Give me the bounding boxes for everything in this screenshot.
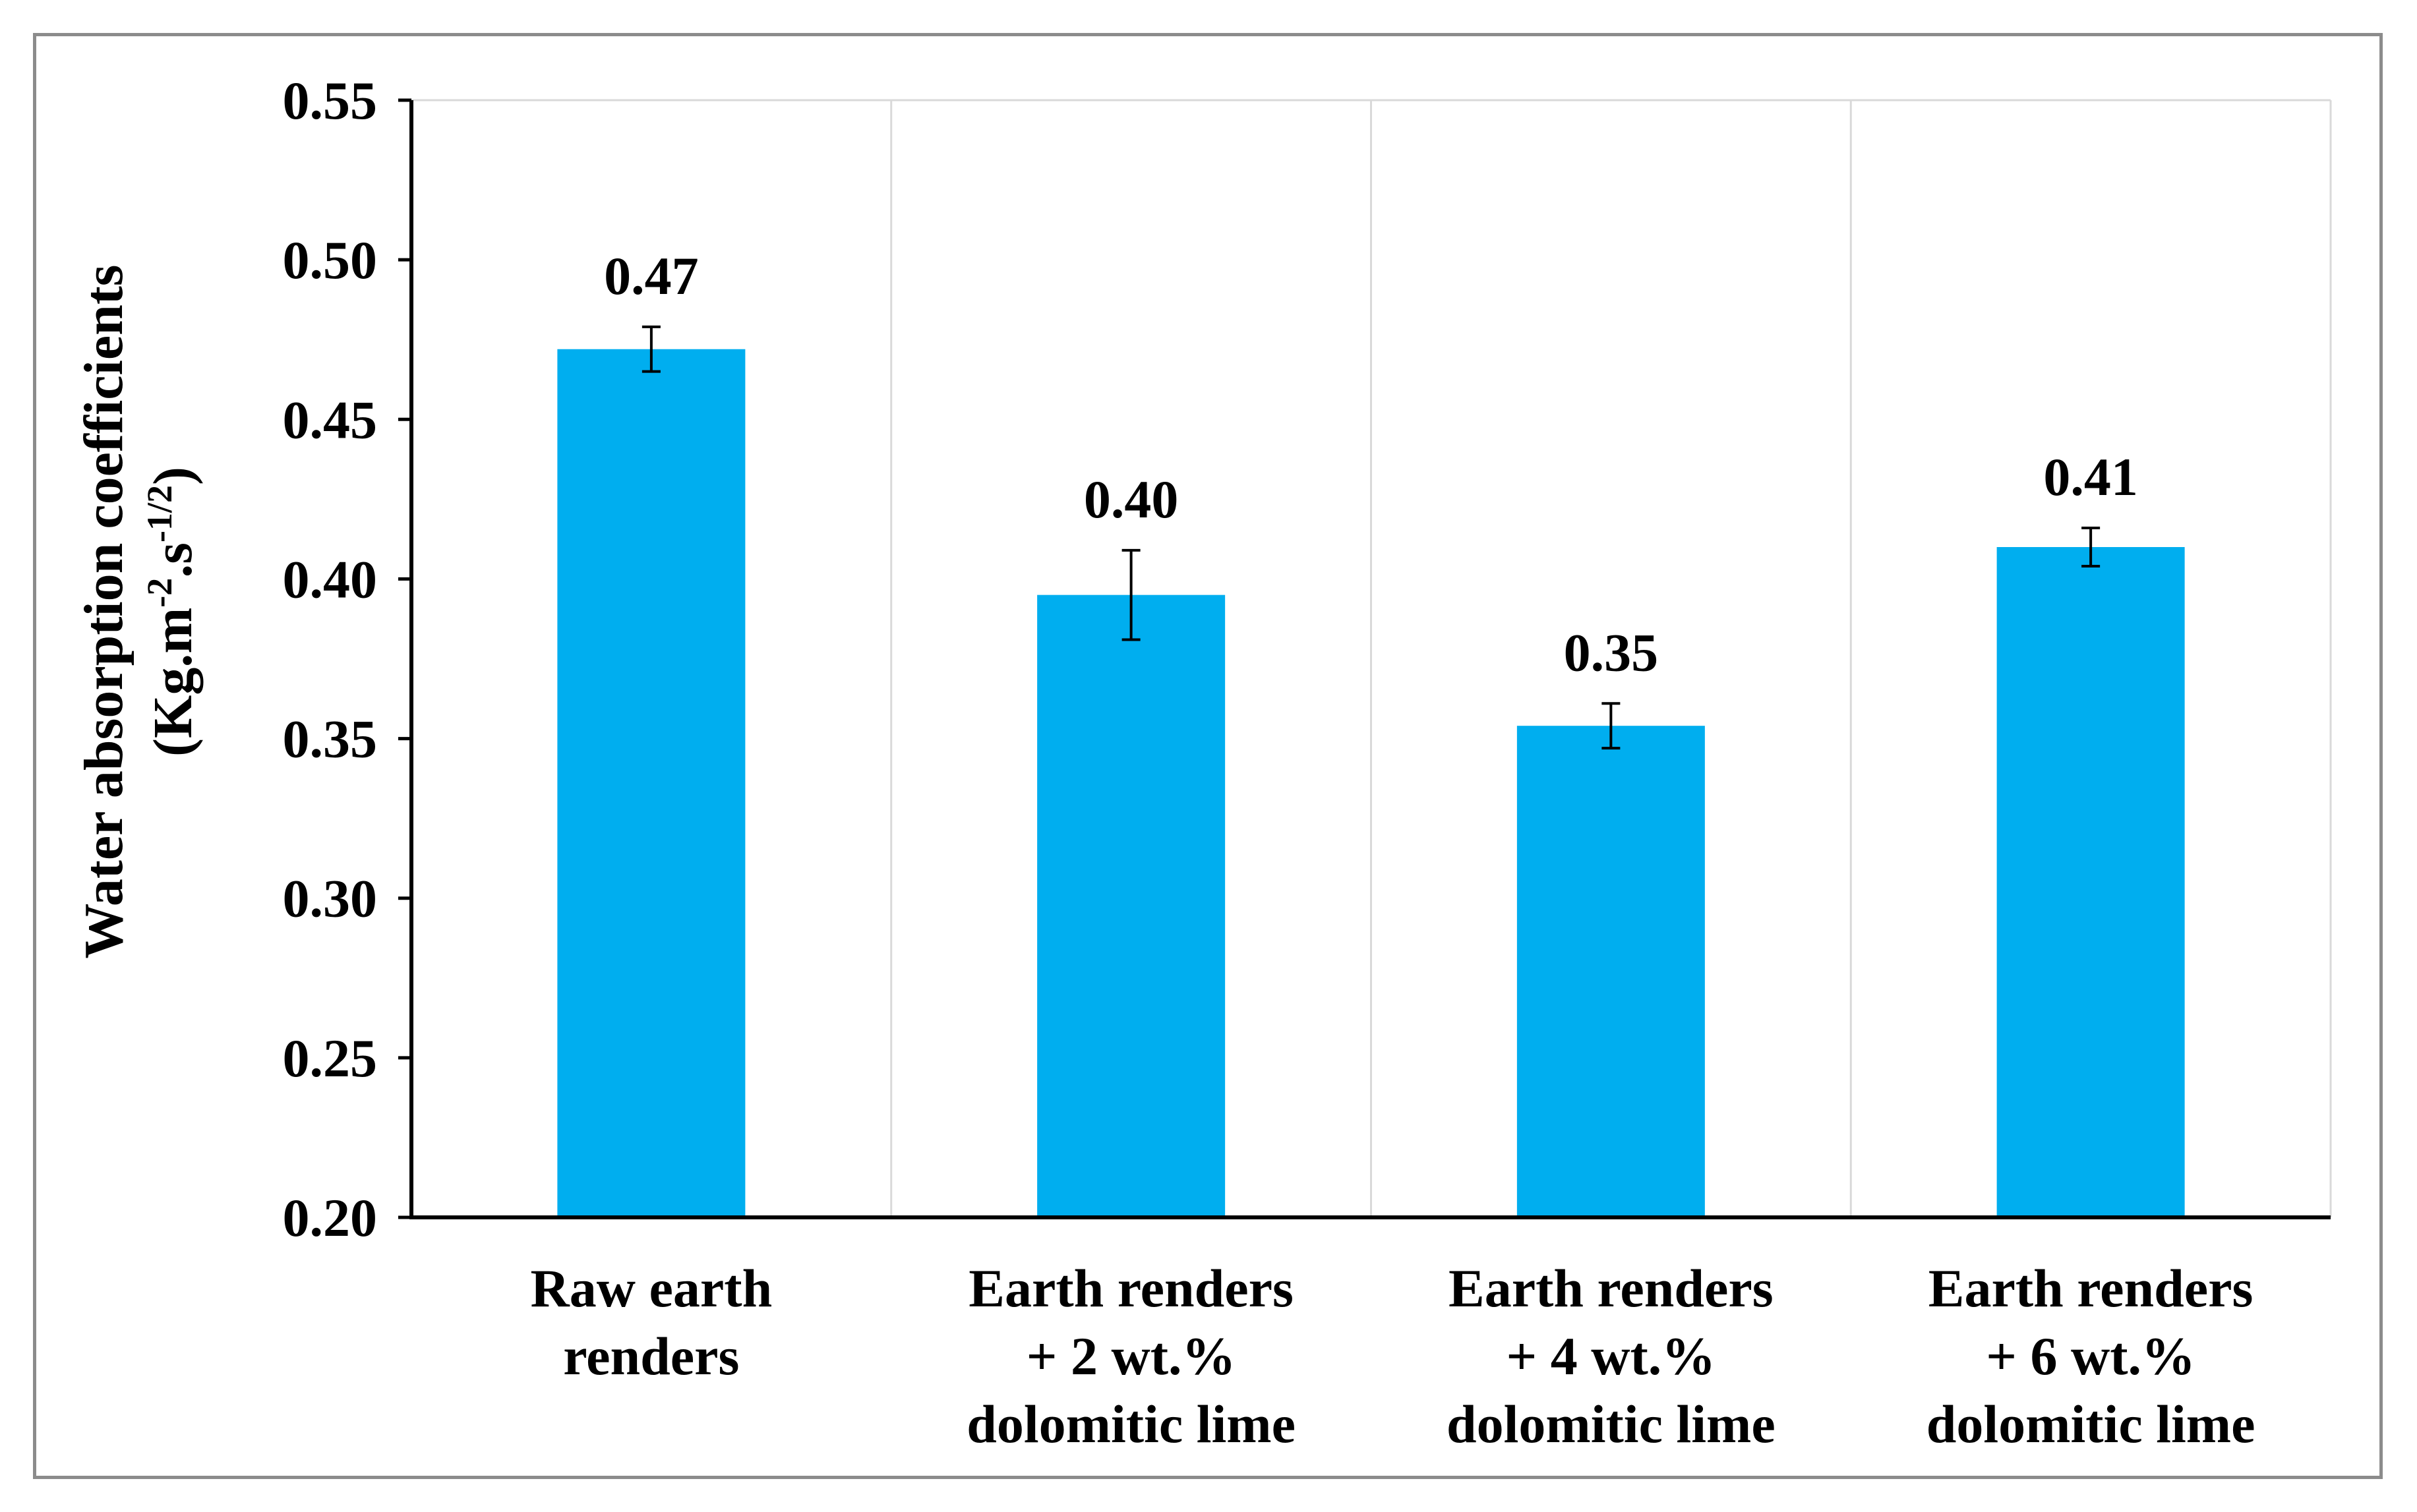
data-label: 0.35 — [1564, 622, 1659, 682]
bar — [1996, 547, 2185, 1217]
data-label: 0.41 — [2043, 447, 2138, 507]
grid-layer — [411, 99, 2332, 1217]
bar — [1037, 595, 1226, 1217]
bar — [557, 349, 746, 1217]
x-tick-label: dolomitic lime — [1926, 1394, 2255, 1454]
data-label: 0.40 — [1084, 469, 1179, 529]
y-tick-label: 0.55 — [283, 71, 378, 131]
y-tick-label: 0.30 — [283, 869, 378, 929]
y-tick-label: 0.35 — [283, 709, 378, 769]
x-tick-label: + 4 wt.% — [1507, 1326, 1716, 1386]
y-unit-open: (Kg.m — [142, 608, 204, 757]
y-unit-exp2: -1/2 — [140, 485, 179, 542]
x-tick-label: + 2 wt.% — [1027, 1326, 1236, 1386]
y-axis-unit: (Kg.m-2.s-1/2) — [140, 467, 204, 757]
x-tick-label: + 6 wt.% — [1986, 1326, 2195, 1386]
x-tick-label: Earth renders — [1448, 1258, 1774, 1318]
y-unit-close: ) — [142, 467, 204, 485]
y-tick-label: 0.50 — [283, 230, 378, 290]
x-tick-label: Earth renders — [1928, 1258, 2253, 1318]
x-tick-label: Raw earth — [531, 1258, 773, 1318]
data-label: 0.47 — [604, 246, 699, 306]
bar — [1516, 726, 1705, 1217]
y-tick-label: 0.20 — [283, 1188, 378, 1248]
y-tick-label: 0.45 — [283, 390, 378, 450]
x-tick-label: dolomitic lime — [967, 1394, 1296, 1454]
x-tick-label: dolomitic lime — [1447, 1394, 1775, 1454]
x-tick-label: renders — [563, 1326, 739, 1386]
y-tick-label: 0.40 — [283, 549, 378, 609]
y-tick-label: 0.25 — [283, 1028, 378, 1088]
x-tick-label: Earth renders — [969, 1258, 1294, 1318]
y-unit-mid: .s — [142, 542, 204, 578]
axes-layer — [398, 98, 2331, 1219]
bars-layer — [557, 325, 2185, 1217]
labels-layer: 0.47 Raw earth renders 0.40 Earth renders + 2… — [283, 71, 2255, 1454]
y-axis-title: Water absorption coefficients — [73, 265, 134, 959]
y-unit-exp1: -2 — [140, 578, 179, 608]
